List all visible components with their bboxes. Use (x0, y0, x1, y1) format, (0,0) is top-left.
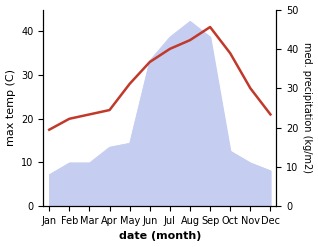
X-axis label: date (month): date (month) (119, 231, 201, 242)
Y-axis label: max temp (C): max temp (C) (5, 69, 16, 146)
Y-axis label: med. precipitation (kg/m2): med. precipitation (kg/m2) (302, 42, 313, 173)
